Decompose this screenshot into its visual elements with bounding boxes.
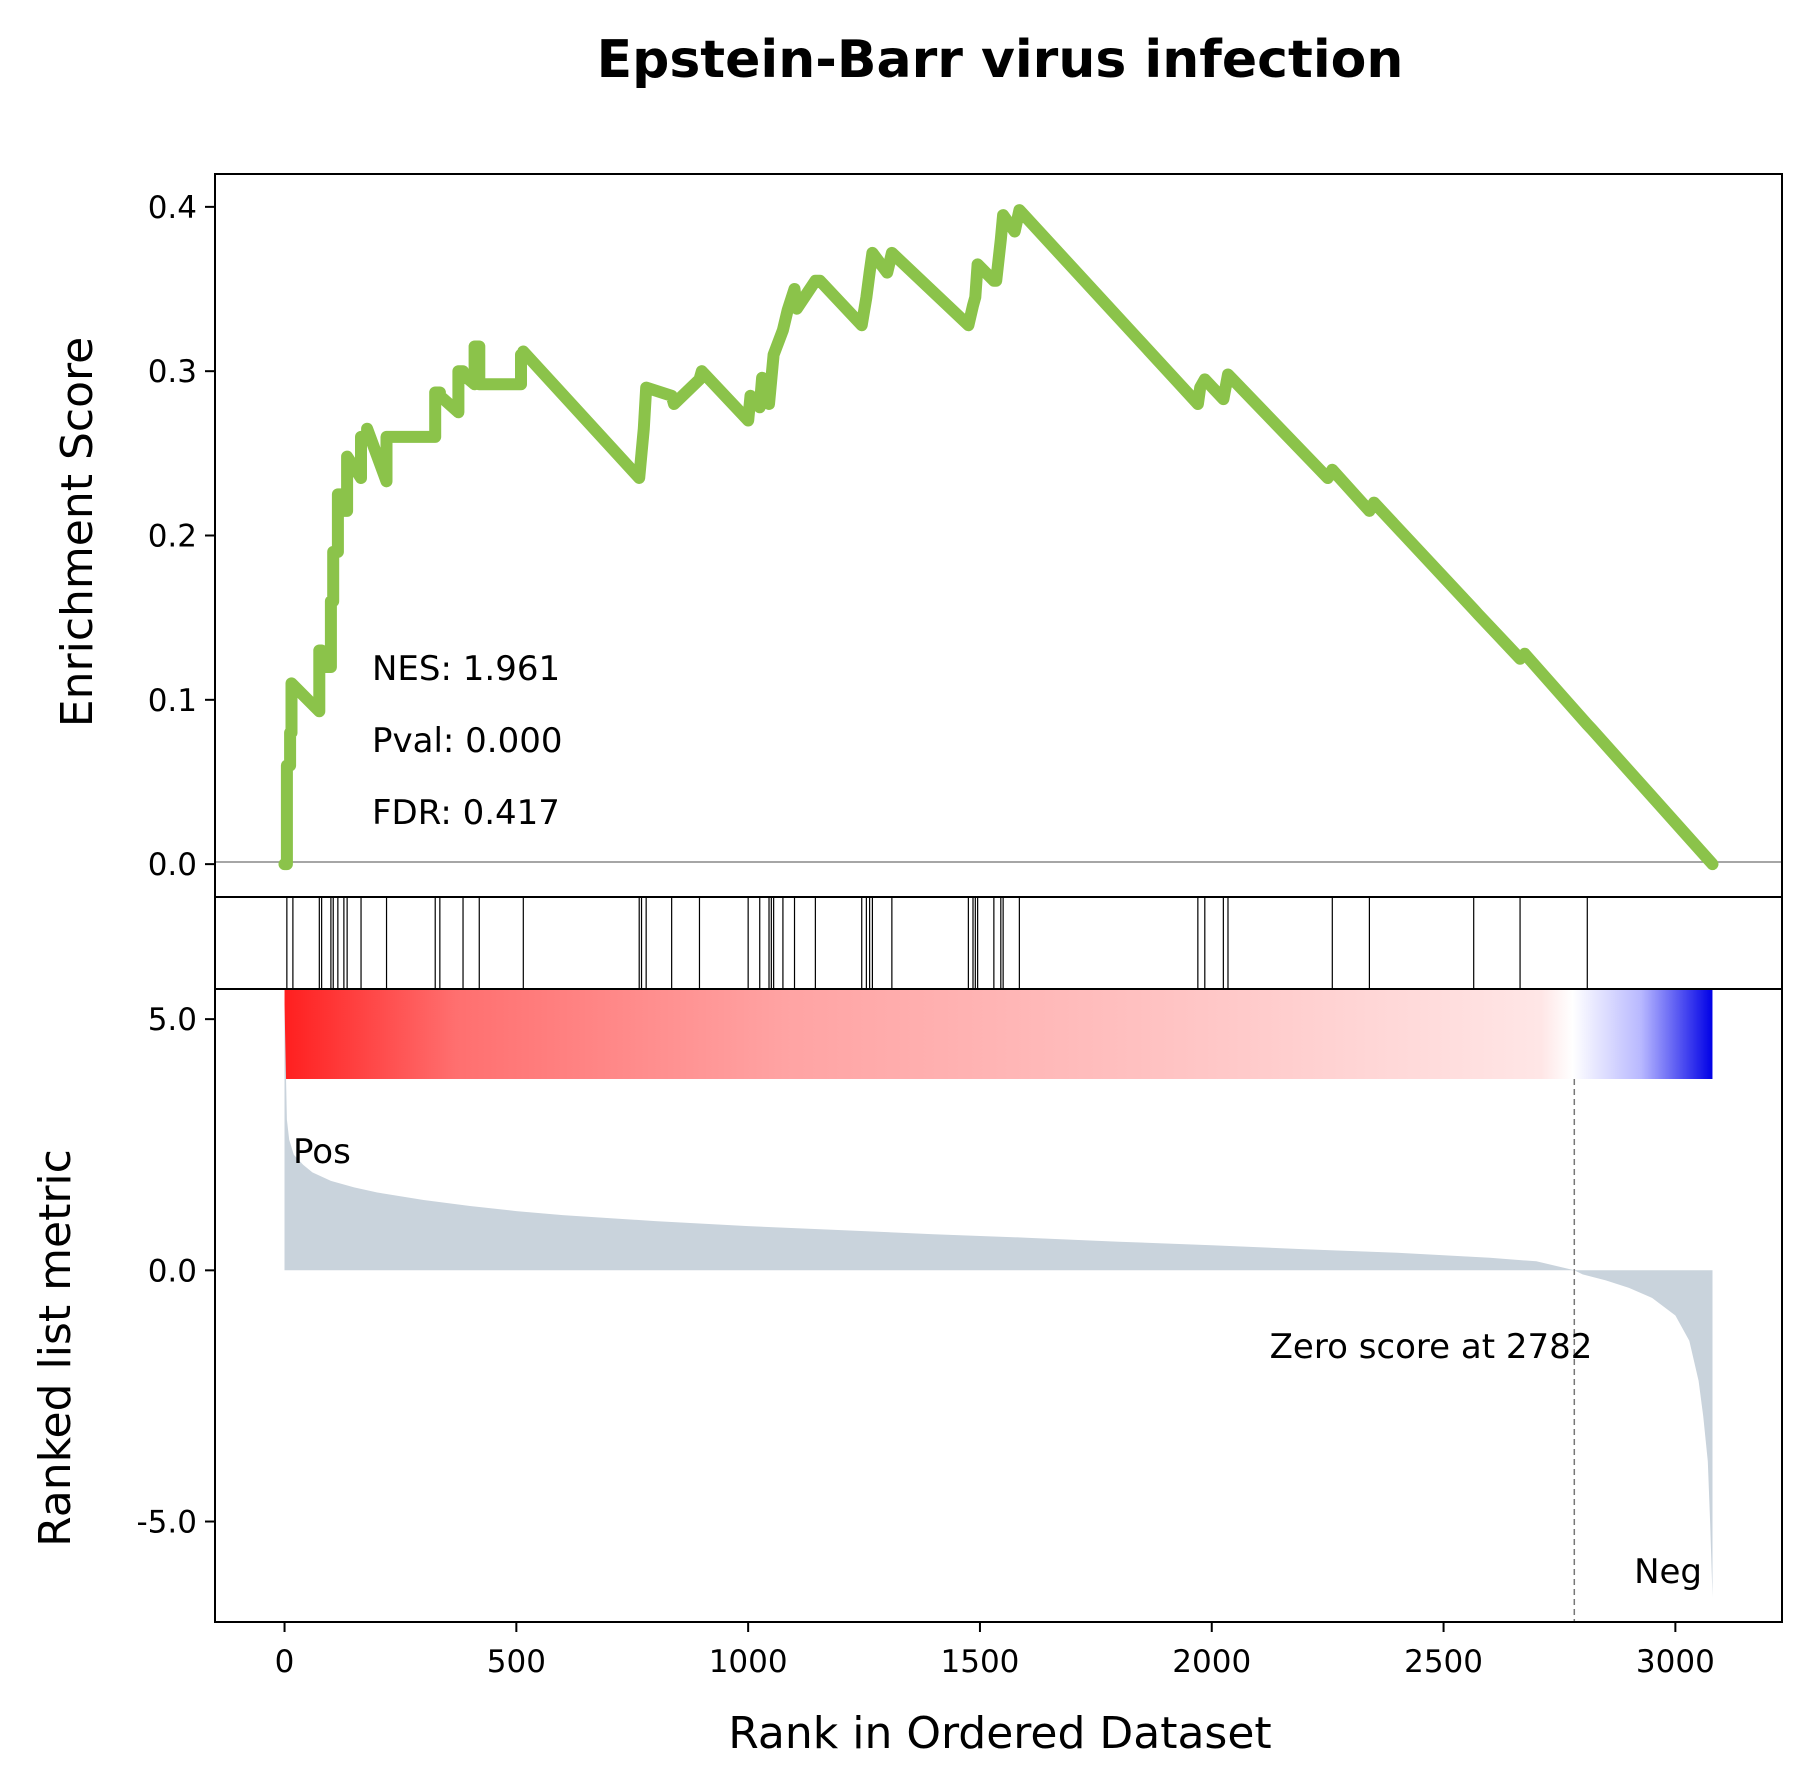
es-y-tick-label: 0.1 xyxy=(148,683,197,719)
metric-y-tick-label: 0.0 xyxy=(148,1253,197,1289)
nes-label: NES: 1.961 xyxy=(372,649,560,689)
x-tick-label: 500 xyxy=(487,1644,546,1680)
x-tick-label: 0 xyxy=(275,1644,295,1680)
zero-score-label: Zero score at 2782 xyxy=(1270,1327,1593,1367)
metric-area xyxy=(284,1004,1713,1597)
es-panel: 0.0 0.1 0.2 0.3 0.4 NES: 1.961 Pval: 0.000 F… xyxy=(52,173,1783,898)
es-y-ticks: 0.0 0.1 0.2 0.3 0.4 xyxy=(148,190,215,883)
rank-color-bar xyxy=(284,989,1713,1079)
pos-label: Pos xyxy=(293,1132,351,1172)
metric-y-axis-label: Ranked list metric xyxy=(30,1149,81,1547)
pval-label: Pval: 0.000 xyxy=(372,721,563,761)
x-ticks: 0 500 1000 1500 2000 2500 3000 xyxy=(275,1622,1715,1680)
metric-panel: Pos Neg Zero score at 2782 5.0 0.0 -5.0 Ra… xyxy=(30,988,1783,1623)
es-line xyxy=(278,204,1719,871)
chart-title: Epstein-Barr virus infection xyxy=(597,30,1404,90)
x-tick-label: 1500 xyxy=(941,1644,1020,1680)
x-tick-label: 3000 xyxy=(1636,1644,1715,1680)
x-axis-label: Rank in Ordered Dataset xyxy=(728,1708,1271,1759)
hits-panel xyxy=(214,896,1783,990)
es-y-tick-label: 0.3 xyxy=(148,354,197,390)
metric-y-ticks: 5.0 0.0 -5.0 xyxy=(137,1002,215,1541)
neg-label: Neg xyxy=(1634,1552,1702,1592)
hit-lines xyxy=(286,897,1588,989)
metric-y-tick-label: -5.0 xyxy=(137,1505,198,1541)
metric-y-tick-label: 5.0 xyxy=(148,1002,197,1038)
fdr-label: FDR: 0.417 xyxy=(372,793,560,833)
metric-panel-frame xyxy=(214,988,1783,1623)
x-tick-label: 2000 xyxy=(1172,1644,1251,1680)
es-y-tick-label: 0.0 xyxy=(148,847,197,883)
x-tick-label: 1000 xyxy=(709,1644,788,1680)
es-y-axis-label: Enrichment Score xyxy=(52,337,103,727)
es-y-tick-label: 0.2 xyxy=(148,519,197,555)
x-tick-label: 2500 xyxy=(1404,1644,1483,1680)
es-y-tick-label: 0.4 xyxy=(148,190,197,226)
hits-panel-frame xyxy=(214,896,1783,990)
